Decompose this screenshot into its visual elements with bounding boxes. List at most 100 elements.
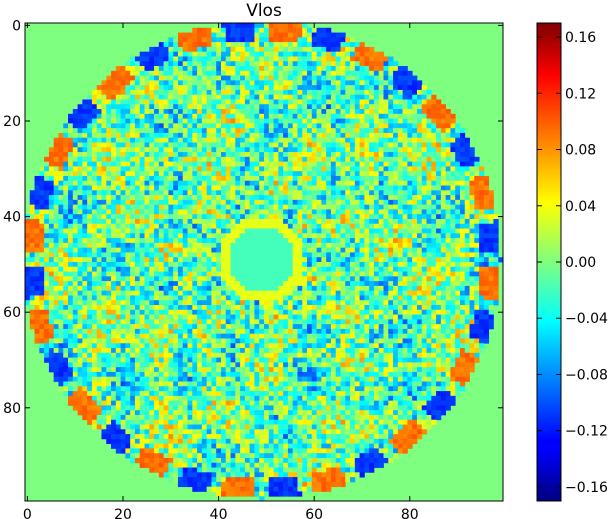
heatmap-cell	[173, 309, 179, 315]
heatmap-cell	[340, 175, 346, 182]
heatmap-cell	[311, 147, 317, 153]
heatmap-cell	[240, 70, 246, 76]
heatmap-cell	[350, 109, 356, 115]
heatmap-cell	[440, 147, 447, 153]
heatmap-cell	[197, 233, 203, 239]
heatmap-cell	[416, 180, 423, 186]
heatmap-cell	[130, 180, 136, 186]
heatmap-cell	[254, 209, 260, 215]
heatmap-cell	[388, 300, 394, 306]
heatmap-cell	[216, 233, 222, 239]
heatmap-cell	[163, 281, 169, 287]
heatmap-cell	[412, 271, 418, 277]
heatmap-cell	[168, 128, 174, 134]
heatmap-cell	[474, 233, 480, 239]
heatmap-cell	[48, 204, 55, 210]
heatmap-cell	[144, 166, 150, 172]
heatmap-cell	[330, 238, 337, 244]
heatmap-cell	[77, 290, 83, 296]
heatmap-cell	[235, 70, 241, 76]
heatmap-cell	[72, 152, 78, 158]
heatmap-cell	[240, 199, 246, 206]
heatmap-cell	[273, 137, 279, 143]
heatmap-cell	[130, 185, 136, 191]
heatmap-cell	[283, 300, 289, 306]
heatmap-cell	[483, 257, 490, 263]
heatmap-cell	[440, 123, 447, 129]
heatmap-cell	[264, 89, 270, 96]
heatmap-cell	[474, 266, 480, 272]
heatmap-cell	[163, 51, 169, 57]
heatmap-cell	[264, 271, 270, 277]
heatmap-cell	[192, 51, 198, 57]
heatmap-cell	[87, 214, 93, 220]
heatmap-cell	[283, 99, 289, 105]
heatmap-cell	[479, 175, 485, 182]
heatmap-cell	[173, 109, 179, 115]
heatmap-cell	[416, 266, 423, 272]
heatmap-cell	[44, 195, 50, 201]
heatmap-cell	[182, 204, 188, 210]
heatmap-cell	[350, 300, 356, 306]
heatmap-cell	[244, 285, 251, 292]
heatmap-cell	[216, 46, 222, 53]
heatmap-cell	[48, 228, 55, 234]
heatmap-cell	[125, 152, 131, 158]
heatmap-cell	[459, 242, 466, 249]
heatmap-cell	[182, 223, 188, 229]
heatmap-cell	[340, 257, 346, 263]
heatmap-cell	[139, 209, 145, 215]
heatmap-cell	[373, 281, 380, 287]
heatmap-cell	[354, 109, 360, 115]
heatmap-cell	[383, 190, 389, 196]
heatmap-cell	[249, 209, 255, 215]
heatmap-cell	[364, 128, 370, 134]
heatmap-cell	[354, 152, 360, 158]
heatmap-cell	[407, 123, 413, 129]
heatmap-cell	[393, 247, 399, 253]
heatmap-cell	[201, 295, 208, 301]
heatmap-cell	[316, 46, 322, 53]
heatmap-cell	[278, 66, 284, 72]
heatmap-cell	[96, 128, 102, 134]
heatmap-cell	[96, 94, 102, 100]
heatmap-cell	[302, 209, 308, 215]
heatmap-cell	[340, 281, 346, 287]
heatmap-cell	[182, 89, 188, 96]
heatmap-cell	[321, 199, 327, 206]
heatmap-cell	[39, 175, 45, 182]
heatmap-cell	[412, 132, 418, 139]
heatmap-cell	[259, 161, 265, 167]
heatmap-cell	[201, 94, 208, 100]
heatmap-cell	[29, 247, 35, 253]
heatmap-cell	[225, 37, 231, 43]
heatmap-cell	[120, 80, 126, 86]
heatmap-cell	[416, 199, 423, 206]
heatmap-cell	[421, 137, 427, 143]
heatmap-cell	[158, 118, 165, 124]
heatmap-cell	[321, 27, 327, 33]
heatmap-cell	[326, 233, 332, 239]
heatmap-cell	[479, 271, 485, 277]
heatmap-cell	[340, 233, 346, 239]
heatmap-cell	[421, 147, 427, 153]
heatmap-cell	[206, 190, 212, 196]
heatmap-cell	[273, 89, 279, 96]
heatmap-cell	[383, 257, 389, 263]
heatmap-cell	[206, 257, 212, 263]
heatmap-cell	[388, 290, 394, 296]
heatmap-cell	[139, 281, 145, 287]
heatmap-cell	[326, 271, 332, 277]
heatmap-cell	[63, 290, 69, 296]
heatmap-cell	[326, 223, 332, 229]
heatmap-cell	[378, 199, 384, 206]
heatmap-cell	[197, 180, 203, 186]
heatmap-cell	[197, 161, 203, 167]
heatmap-cell	[130, 228, 136, 234]
heatmap-cell	[68, 209, 74, 215]
heatmap-cell	[68, 266, 74, 272]
heatmap-cell	[326, 156, 332, 163]
heatmap-cell	[268, 252, 274, 258]
heatmap-cell	[168, 175, 174, 182]
heatmap-cell	[488, 238, 494, 244]
